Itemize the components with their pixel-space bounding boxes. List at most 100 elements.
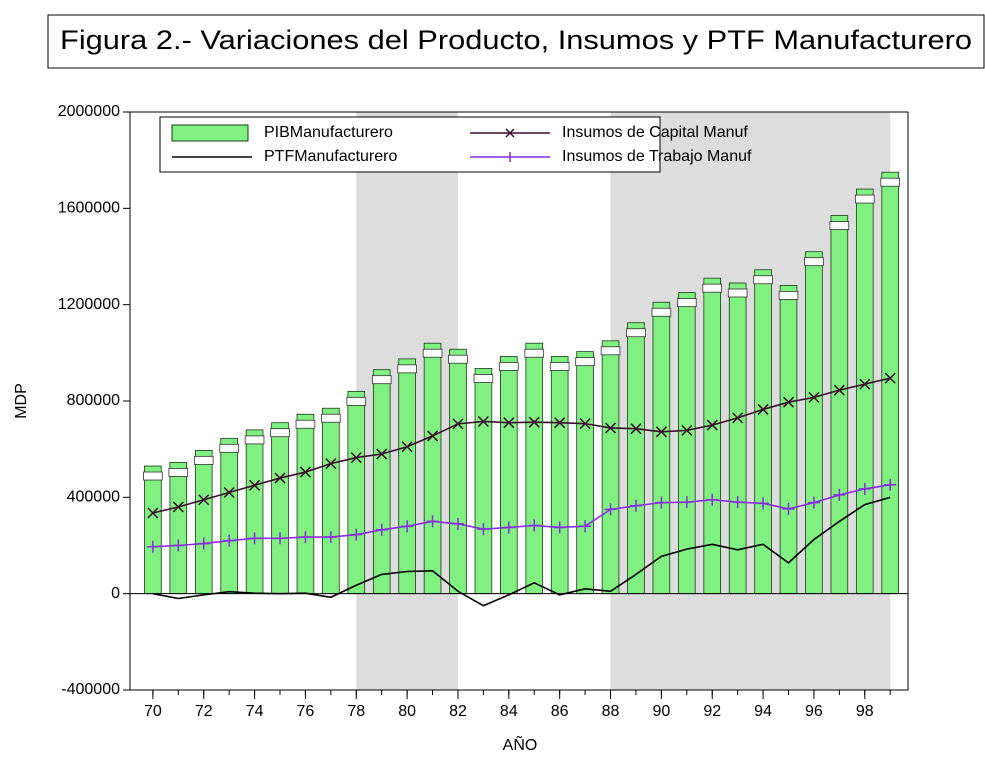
marker bbox=[732, 412, 744, 424]
bar bbox=[322, 407, 340, 595]
bar-cap bbox=[448, 354, 468, 364]
bar-cap bbox=[727, 288, 748, 298]
bar bbox=[500, 356, 518, 595]
bar bbox=[550, 356, 569, 595]
x-tick-label: 80 bbox=[398, 703, 416, 720]
marker bbox=[502, 521, 515, 534]
bar bbox=[220, 437, 238, 595]
bar-cap bbox=[626, 328, 646, 338]
bar-cap bbox=[880, 177, 900, 187]
bar bbox=[347, 390, 366, 595]
y-axis-label: MDP bbox=[13, 383, 30, 419]
legend-label: Insumos de Trabajo Manuf bbox=[562, 148, 752, 165]
marker bbox=[248, 532, 261, 545]
bar bbox=[271, 422, 289, 595]
bar-cap bbox=[524, 348, 545, 358]
bar bbox=[169, 462, 188, 595]
x-tick-label: 82 bbox=[449, 703, 467, 720]
marker bbox=[528, 519, 541, 532]
marker bbox=[553, 521, 566, 534]
bar-cap bbox=[219, 443, 239, 453]
bar-cap bbox=[168, 468, 189, 477]
bar-cap bbox=[422, 348, 443, 358]
marker bbox=[427, 430, 439, 442]
bar-cap bbox=[143, 471, 163, 481]
y-tick-label: 0 bbox=[111, 585, 120, 602]
bar-cap bbox=[499, 362, 519, 371]
y-tick-label: 1600000 bbox=[58, 200, 120, 217]
marker bbox=[782, 396, 795, 408]
shaded-region bbox=[610, 112, 891, 690]
bar-cap bbox=[295, 419, 316, 429]
bar bbox=[779, 284, 798, 595]
bar bbox=[728, 282, 747, 595]
marker bbox=[376, 448, 388, 460]
bar bbox=[474, 368, 493, 595]
x-tick-label: 84 bbox=[500, 703, 518, 720]
marker bbox=[324, 531, 337, 544]
marker bbox=[477, 415, 489, 428]
x-tick-label: 76 bbox=[297, 703, 315, 720]
bar bbox=[601, 340, 620, 595]
marker bbox=[249, 479, 261, 491]
y-tick-label: 1200000 bbox=[58, 296, 120, 313]
marker bbox=[579, 418, 591, 430]
marker bbox=[197, 537, 210, 550]
marker bbox=[325, 458, 337, 470]
bar bbox=[296, 413, 315, 595]
bar-cap bbox=[778, 290, 799, 300]
marker bbox=[299, 531, 312, 544]
marker bbox=[198, 494, 210, 506]
marker bbox=[274, 472, 286, 484]
x-tick-label: 96 bbox=[805, 703, 823, 720]
bar-cap bbox=[702, 283, 723, 293]
marker bbox=[808, 391, 820, 403]
x-tick-label: 74 bbox=[246, 703, 264, 720]
bar-cap bbox=[193, 455, 214, 465]
bar-cap bbox=[753, 275, 773, 285]
marker bbox=[757, 497, 770, 510]
marker bbox=[426, 515, 439, 528]
marker bbox=[172, 501, 184, 513]
x-tick-label: 90 bbox=[652, 703, 670, 720]
x-tick-label: 98 bbox=[856, 703, 874, 720]
marker bbox=[375, 523, 388, 536]
bar-cap bbox=[829, 221, 850, 230]
chart-title: Figura 2.- Variaciones del Producto, Ins… bbox=[60, 25, 972, 55]
marker bbox=[350, 528, 363, 541]
marker bbox=[503, 417, 515, 429]
marker bbox=[858, 482, 871, 495]
bar bbox=[652, 301, 671, 595]
legend-label: PIBManufacturero bbox=[264, 124, 393, 141]
x-tick-label: 94 bbox=[754, 703, 772, 720]
marker bbox=[350, 452, 362, 464]
x-tick-label: 92 bbox=[703, 703, 721, 720]
line bbox=[152, 496, 891, 607]
bar-cap bbox=[575, 357, 595, 367]
x-tick-label: 70 bbox=[144, 703, 162, 720]
marker bbox=[223, 534, 236, 547]
marker bbox=[706, 493, 719, 506]
marker bbox=[477, 523, 490, 536]
marker bbox=[554, 417, 566, 429]
legend-label: PTFManufacturero bbox=[264, 148, 397, 165]
marker bbox=[655, 426, 667, 438]
marker bbox=[681, 424, 693, 436]
bar-cap bbox=[321, 413, 341, 423]
bar bbox=[449, 348, 467, 595]
bar-cap bbox=[600, 346, 621, 356]
marker bbox=[579, 520, 592, 533]
marker bbox=[884, 372, 896, 384]
plot-frame bbox=[129, 111, 909, 691]
marker bbox=[757, 403, 769, 415]
marker bbox=[451, 517, 464, 530]
bar bbox=[245, 429, 264, 595]
bar bbox=[372, 369, 391, 595]
marker bbox=[859, 378, 871, 390]
bar bbox=[627, 322, 645, 595]
marker bbox=[299, 466, 311, 478]
marker bbox=[833, 384, 845, 396]
bar-cap bbox=[270, 428, 290, 438]
bar-cap bbox=[677, 298, 697, 308]
y-tick-label: 2000000 bbox=[58, 103, 120, 120]
